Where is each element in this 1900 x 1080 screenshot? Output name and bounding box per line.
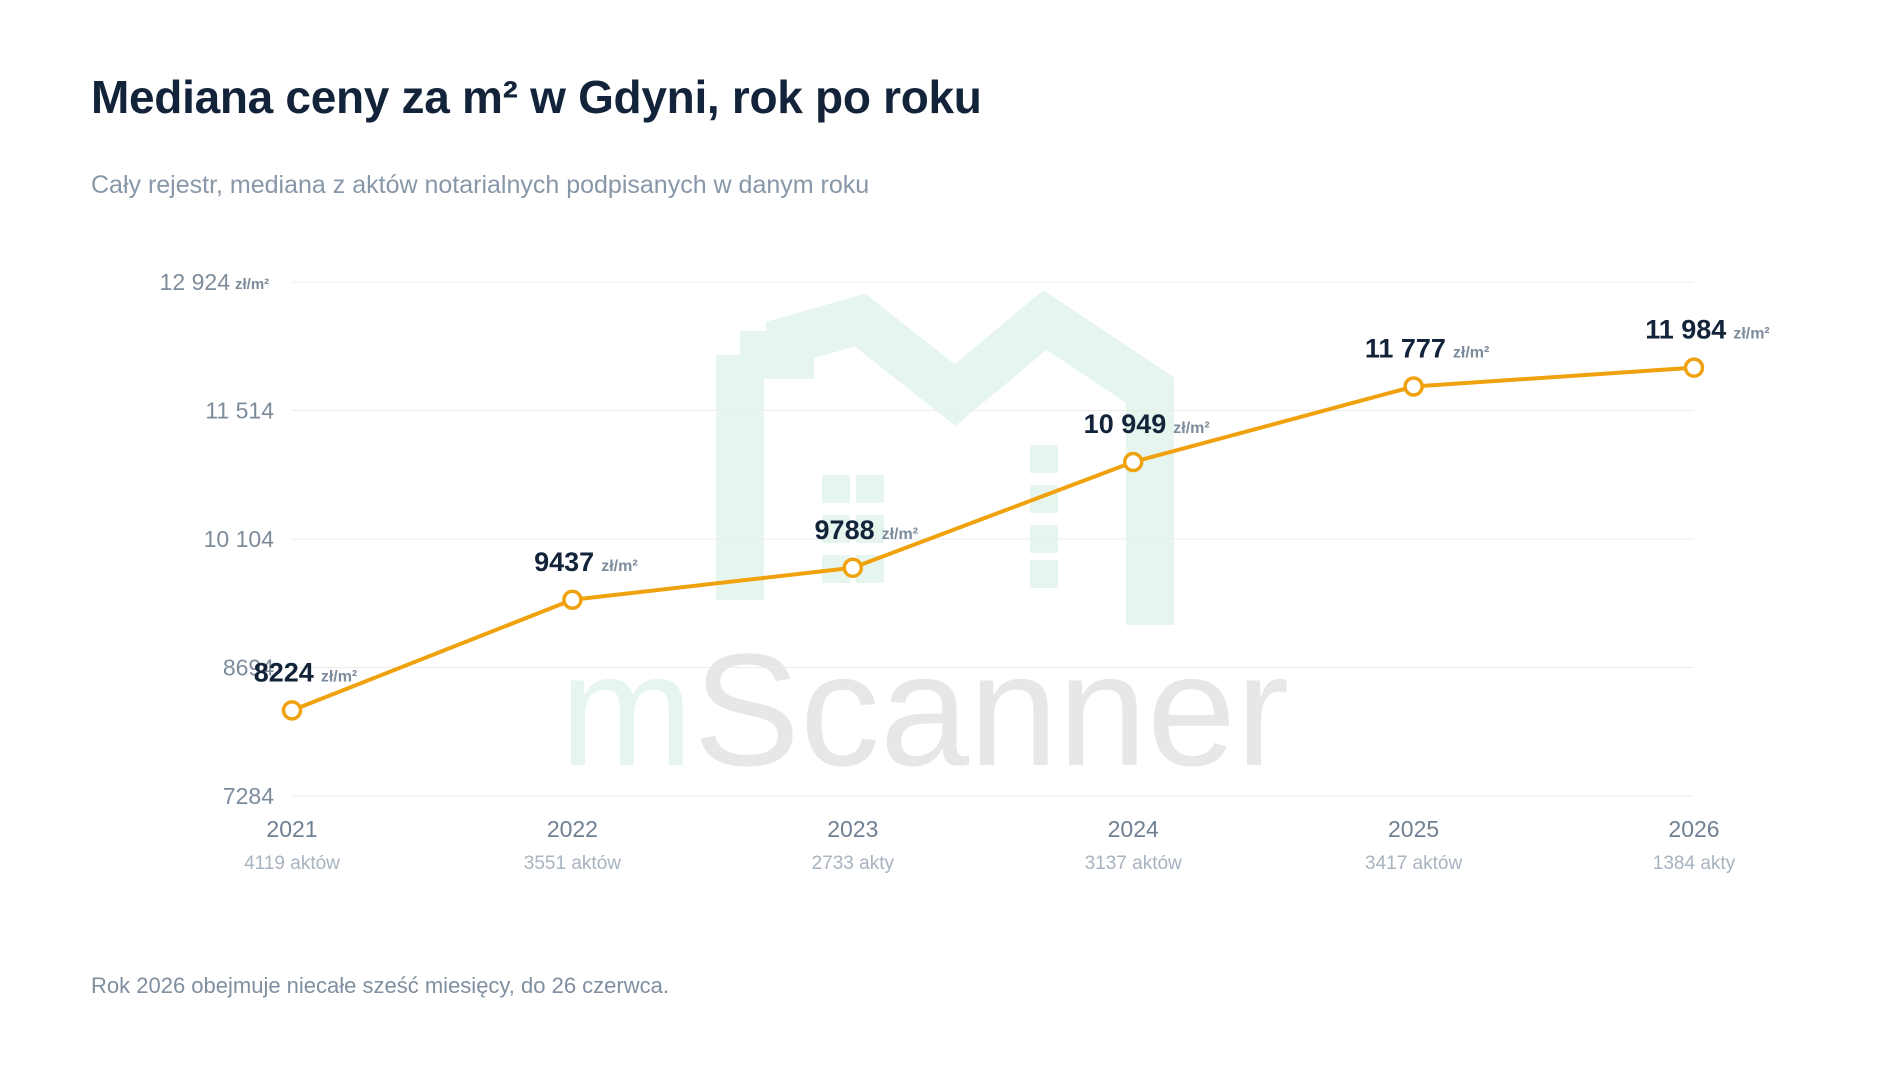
data-point [562,589,583,611]
x-tick-label: 2022 [547,816,598,842]
x-tick-label: 2024 [1108,816,1159,842]
x-tick-label: 2025 [1388,816,1439,842]
x-tick-label: 2023 [827,816,878,842]
data-label-value: 8224 [254,657,314,687]
y-tick-label: 7284 [223,783,274,809]
watermark-part2: Scanner [693,620,1289,799]
data-label-value: 9788 [815,515,875,545]
y-tick-label: 12 924 [160,269,231,295]
x-tick-sublabel: 1384 akty [1653,853,1736,874]
y-tick-unit: zł/m² [235,276,269,293]
y-axis: 7284 8694 10 104 11 514 12 924 zł/m² [160,269,275,809]
data-point [281,700,303,721]
data-label: 9437 zł/m² [534,547,638,577]
watermark-text: mScanner [560,620,1289,799]
x-tick-label: 2021 [266,816,317,842]
gridlines [292,281,1694,797]
y-tick-label: 11 514 [205,398,274,424]
data-point [1122,451,1144,473]
data-label-unit: zł/m² [321,668,357,685]
watermark: mScanner [560,290,1289,799]
page-subtitle: Cały rejestr, mediana z aktów notarialny… [91,171,870,199]
data-point [1403,376,1424,397]
x-tick-sublabel: 3417 aktów [1365,853,1462,874]
page-title: Mediana ceny za m² w Gdyni, rok po roku [91,71,982,123]
x-tick-sublabel: 3137 aktów [1085,853,1182,874]
data-label: 9788 zł/m² [815,515,919,545]
data-label-unit: zł/m² [1453,345,1489,362]
y-tick-label: 10 104 [204,526,275,552]
data-label-unit: zł/m² [1173,420,1209,437]
x-tick-sublabel: 3551 aktów [524,853,621,874]
page-footnote: Rok 2026 obejmuje niecałe sześć miesięcy… [91,973,669,998]
data-label-unit: zł/m² [882,526,918,543]
data-label-value: 10 949 [1084,409,1167,439]
x-axis: 2021 4119 aktów 2022 3551 aktów 2023 2733 akt… [244,816,1736,874]
watermark-part1: m [560,620,693,799]
data-label-unit: zł/m² [601,558,637,575]
data-label: 8224 zł/m² [254,657,358,687]
data-label-value: 11 777 [1365,334,1446,364]
data-point [1683,357,1705,378]
series [281,357,1705,721]
x-tick-sublabel: 2733 akty [812,853,895,874]
data-label: 11 984 zł/m² [1645,315,1770,345]
house-pair-icon [716,290,1174,625]
series-line [290,365,1696,713]
x-tick-sublabel: 4119 aktów [244,853,340,874]
data-label: 11 777 zł/m² [1365,334,1490,364]
data-label-unit: zł/m² [1733,326,1769,343]
y-tick-label: 8694 [223,655,274,681]
x-tick-label: 2026 [1668,816,1719,842]
data-point [842,557,864,579]
data-label: 10 949 zł/m² [1084,409,1210,439]
data-label-value: 9437 [534,547,594,577]
data-label-value: 11 984 [1645,315,1726,345]
